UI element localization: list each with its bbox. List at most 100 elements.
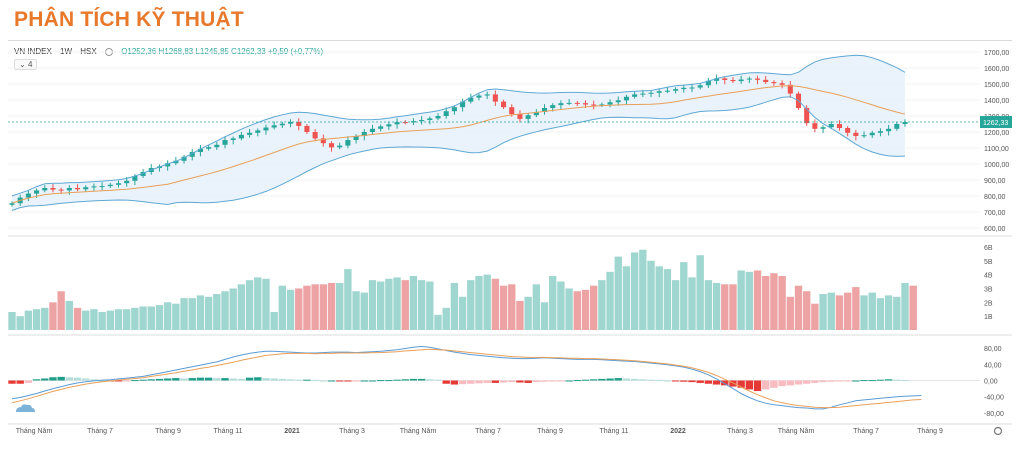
candle-body xyxy=(754,78,761,80)
macd-histogram-bar xyxy=(458,380,467,385)
candle-body xyxy=(550,105,556,108)
candle-body xyxy=(140,172,146,176)
macd-histogram-bar xyxy=(696,380,704,383)
price-tick-label: 1200,00 xyxy=(984,130,1009,137)
volume-bar xyxy=(786,296,794,330)
x-tick-label: Tháng Năm xyxy=(778,428,815,435)
volume-bar xyxy=(442,307,450,330)
macd-histogram-bar xyxy=(712,380,721,385)
candle-body xyxy=(451,107,457,112)
macd-histogram-bar xyxy=(213,378,221,381)
macd-histogram-bar xyxy=(581,379,590,381)
macd-histogram-bar xyxy=(41,378,49,381)
volume-tick-label: 3B xyxy=(984,286,993,293)
volume-bar xyxy=(884,295,893,330)
candle-body xyxy=(263,127,269,131)
volume-bar xyxy=(204,296,213,330)
candle-body xyxy=(247,132,253,135)
candle-body xyxy=(697,85,703,88)
chevron-down-icon: ⌄ xyxy=(19,60,26,69)
bollinger-lower-line xyxy=(11,96,906,211)
candle-body xyxy=(828,124,834,128)
candle-body xyxy=(894,124,900,129)
candle-body xyxy=(607,102,613,105)
indicator-collapse-button[interactable]: ⌄ 4 xyxy=(14,59,38,70)
price-tick-label: 1500,00 xyxy=(984,82,1009,89)
macd-histogram-bar xyxy=(803,380,811,384)
macd-histogram-bar xyxy=(606,378,614,381)
macd-histogram-bar xyxy=(139,379,147,381)
macd-histogram-bar xyxy=(8,380,16,384)
volume-bar xyxy=(491,278,500,330)
candle-body xyxy=(869,132,875,136)
volume-bar xyxy=(696,255,704,330)
last-price-badge xyxy=(980,116,1012,129)
volume-bar xyxy=(843,292,852,330)
price-tick-label: 1100,00 xyxy=(984,146,1009,153)
candle-body xyxy=(25,193,31,198)
macd-histogram-bar xyxy=(442,380,450,384)
volume-bar xyxy=(483,274,491,330)
candle-body xyxy=(779,83,785,85)
volume-bar xyxy=(467,280,475,330)
volume-bar xyxy=(647,260,655,330)
candle-body xyxy=(476,95,482,98)
candle-body xyxy=(255,130,261,133)
bollinger-upper-line xyxy=(11,54,906,197)
candle-body xyxy=(722,78,728,80)
volume-bar xyxy=(65,300,74,330)
candle-body xyxy=(877,131,883,133)
candle-body xyxy=(66,188,72,191)
macd-histogram-bar xyxy=(475,380,483,384)
macd-histogram-bar xyxy=(163,378,172,381)
macd-histogram-bar xyxy=(311,380,319,382)
x-tick-label: Tháng 3 xyxy=(339,428,365,435)
candle-body xyxy=(509,107,515,115)
candle-body xyxy=(836,124,842,128)
volume-bar xyxy=(172,303,180,330)
volume-bar xyxy=(311,284,319,330)
x-tick-label: 2022 xyxy=(670,428,686,435)
macd-histogram-bar xyxy=(688,380,696,383)
macd-histogram-bar xyxy=(573,380,581,382)
volume-bar xyxy=(803,291,811,330)
volume-bar xyxy=(852,287,860,330)
macd-histogram-bar xyxy=(483,380,491,383)
macd-histogram-bar xyxy=(647,379,655,381)
candle-body xyxy=(681,87,687,90)
volume-bar xyxy=(778,276,786,330)
candle-body xyxy=(435,116,441,119)
volume-bar xyxy=(336,282,344,330)
macd-histogram-bar xyxy=(630,378,639,381)
volume-bar xyxy=(163,302,172,330)
macd-signal-line xyxy=(11,348,922,409)
candle-body xyxy=(271,125,277,128)
volume-bar xyxy=(155,305,164,330)
candle-body xyxy=(353,136,359,140)
volume-bar xyxy=(606,271,614,330)
candle-body xyxy=(705,80,711,86)
macd-histogram-bar xyxy=(237,378,246,381)
candle-body xyxy=(378,126,384,129)
macd-histogram-bar xyxy=(860,380,868,382)
candle-body xyxy=(714,78,720,81)
volume-tick-label: 4B xyxy=(984,273,993,280)
macd-histogram-bar xyxy=(295,379,303,381)
macd-histogram-bar xyxy=(57,376,65,381)
volume-bar xyxy=(98,312,106,330)
volume-bar xyxy=(426,281,434,330)
macd-histogram-bar xyxy=(491,380,500,383)
candle-body xyxy=(566,102,572,104)
candle-body xyxy=(730,80,736,82)
bollinger-band xyxy=(12,55,905,211)
volume-bar xyxy=(819,294,827,330)
settings-gear-icon[interactable] xyxy=(993,426,1003,436)
x-tick-label: Tháng 11 xyxy=(599,428,628,435)
volume-bar xyxy=(196,295,205,330)
volume-bar xyxy=(573,291,581,330)
x-tick-label: Tháng 9 xyxy=(917,428,943,435)
candle-body xyxy=(886,128,892,132)
macd-histogram-bar xyxy=(622,378,631,381)
macd-histogram-bar xyxy=(655,380,663,382)
